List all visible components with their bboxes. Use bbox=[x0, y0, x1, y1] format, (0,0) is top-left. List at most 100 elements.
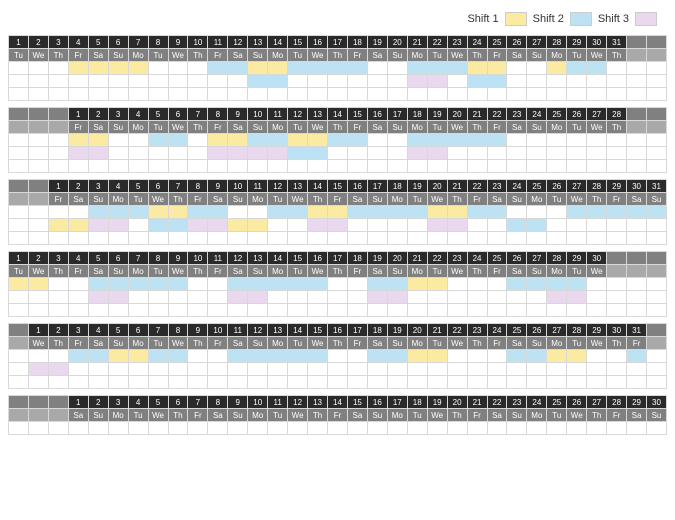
weekday-cell: Sa bbox=[626, 192, 647, 206]
shift-cell bbox=[8, 303, 29, 317]
shift-cell bbox=[148, 277, 169, 291]
shift-row bbox=[8, 376, 667, 389]
shift-cell bbox=[526, 61, 547, 75]
shift-cell bbox=[387, 74, 408, 88]
day-number-cell: 24 bbox=[526, 107, 547, 121]
shift-cell bbox=[626, 133, 647, 147]
day-number-cell: 28 bbox=[546, 35, 567, 49]
weekday-cell: We bbox=[447, 48, 468, 62]
weekday-cell: Su bbox=[646, 408, 667, 422]
day-number-cell: 20 bbox=[387, 251, 408, 265]
day-number-cell: 20 bbox=[447, 107, 468, 121]
shift-cell bbox=[28, 277, 49, 291]
day-number-cell: 10 bbox=[187, 251, 208, 265]
weekday-cell: Fr bbox=[327, 192, 348, 206]
weekday-cell: Mo bbox=[128, 264, 149, 278]
shift-cell bbox=[646, 375, 667, 389]
weekday-cell: Su bbox=[88, 408, 109, 422]
shift-cell bbox=[327, 231, 348, 245]
weekday-cell: Mo bbox=[546, 120, 567, 134]
weekday-cell: Sa bbox=[68, 192, 89, 206]
shift-cell bbox=[407, 349, 428, 363]
shift-cell bbox=[506, 349, 527, 363]
day-number-cell: 5 bbox=[148, 395, 169, 409]
shift-cell bbox=[646, 231, 667, 245]
weekday-cell: Th bbox=[467, 264, 488, 278]
weekday-cell bbox=[28, 192, 49, 206]
shift-cell bbox=[447, 303, 468, 317]
weekday-cell: Su bbox=[526, 120, 547, 134]
shift-cell bbox=[287, 74, 308, 88]
day-number-cell: 19 bbox=[367, 251, 388, 265]
day-number-cell: 17 bbox=[347, 323, 368, 337]
shift-cell bbox=[387, 146, 408, 160]
weekday-cell: Su bbox=[108, 120, 129, 134]
shift-cell bbox=[506, 218, 527, 232]
shift-cell bbox=[187, 349, 208, 363]
shift-cell bbox=[606, 87, 627, 101]
shift-cell bbox=[8, 61, 29, 75]
shift-cell bbox=[467, 61, 488, 75]
weekday-cell: Su bbox=[387, 336, 408, 350]
shift-cell bbox=[626, 61, 647, 75]
shift-cell bbox=[367, 61, 388, 75]
shift-cell bbox=[28, 303, 49, 317]
shift-cell bbox=[586, 277, 607, 291]
shift-cell bbox=[8, 277, 29, 291]
weekday-cell: Tu bbox=[427, 336, 448, 350]
shift-cell bbox=[646, 159, 667, 173]
day-number-cell: 3 bbox=[108, 395, 129, 409]
shift-cell bbox=[148, 290, 169, 304]
shift-cell bbox=[526, 218, 547, 232]
day-number-cell: 8 bbox=[207, 107, 228, 121]
shift-cell bbox=[148, 231, 169, 245]
day-number-cell: 5 bbox=[148, 107, 169, 121]
shift-cell bbox=[566, 218, 587, 232]
shift-cell bbox=[267, 421, 288, 435]
shift-cell bbox=[227, 61, 248, 75]
shift-cell bbox=[487, 277, 508, 291]
weekday-cell: Su bbox=[526, 48, 547, 62]
shift-cell bbox=[407, 375, 428, 389]
day-number-cell: 10 bbox=[207, 323, 228, 337]
weekday-cell: Th bbox=[606, 336, 627, 350]
weekday-cell: Mo bbox=[387, 192, 408, 206]
day-number-cell: 2 bbox=[28, 251, 49, 265]
shift-cell bbox=[646, 277, 667, 291]
weekday-cell: We bbox=[28, 336, 49, 350]
day-number-cell: 21 bbox=[407, 35, 428, 49]
shift-cell bbox=[626, 362, 647, 376]
shift-cell bbox=[48, 146, 69, 160]
shift-cell bbox=[367, 290, 388, 304]
shift-cell bbox=[247, 87, 268, 101]
weekday-cell: Su bbox=[247, 120, 268, 134]
shift-cell bbox=[68, 375, 89, 389]
shift-cell bbox=[646, 74, 667, 88]
day-number-cell: 21 bbox=[407, 251, 428, 265]
day-number-cell: 16 bbox=[367, 107, 388, 121]
day-number-cell: 21 bbox=[467, 395, 488, 409]
day-number-cell: 8 bbox=[148, 35, 169, 49]
shift-cell bbox=[28, 159, 49, 173]
day-number-cell: 19 bbox=[367, 35, 388, 49]
weekday-cell: Tu bbox=[407, 192, 428, 206]
shift-cell bbox=[327, 421, 348, 435]
day-number-cell: 12 bbox=[227, 251, 248, 265]
shift-cell bbox=[347, 375, 368, 389]
shift-cell bbox=[68, 290, 89, 304]
shift-cell bbox=[28, 133, 49, 147]
shift-row bbox=[8, 422, 667, 435]
day-number-cell: 9 bbox=[168, 35, 189, 49]
shift-cell bbox=[88, 349, 109, 363]
shift-cell bbox=[168, 61, 189, 75]
day-number-cell: 12 bbox=[287, 107, 308, 121]
shift-cell bbox=[187, 277, 208, 291]
weekday-cell: Th bbox=[447, 192, 468, 206]
weekday-cell: Fr bbox=[207, 120, 228, 134]
shift-cell bbox=[187, 231, 208, 245]
shift-cell bbox=[148, 349, 169, 363]
shift-cell bbox=[128, 231, 149, 245]
shift-cell bbox=[307, 277, 328, 291]
weekday-cell: Fr bbox=[487, 48, 508, 62]
shift-cell bbox=[526, 231, 547, 245]
